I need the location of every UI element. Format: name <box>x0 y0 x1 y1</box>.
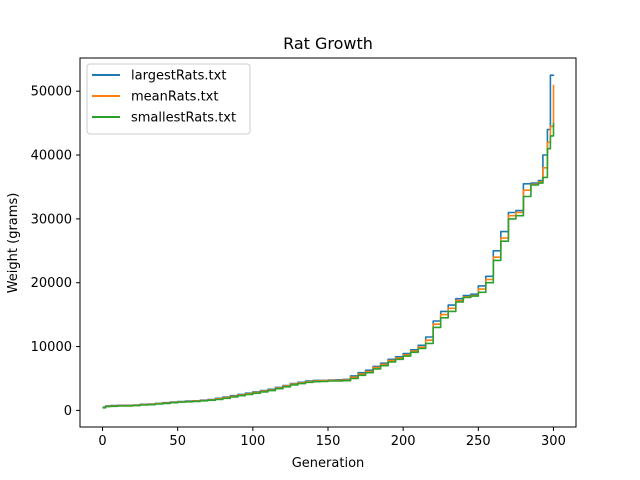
legend-frame <box>86 63 251 135</box>
x-axis: 0 50 100 150 200 250 300 <box>98 427 566 449</box>
y-axis: 0 10000 20000 30000 40000 50000 <box>31 85 80 419</box>
legend-label-3: smallestRats.txt <box>131 111 236 126</box>
x-tick-label: 0 <box>98 434 106 449</box>
y-tick-label: 30000 <box>31 212 72 227</box>
x-tick-label: 100 <box>240 434 265 449</box>
legend-label-1: largestRats.txt <box>131 69 226 84</box>
series-line-3 <box>102 123 555 409</box>
series-layer <box>102 74 555 409</box>
y-tick-label: 0 <box>64 404 72 419</box>
legend-label-2: meanRats.txt <box>131 90 218 105</box>
x-tick-label: 300 <box>541 434 566 449</box>
chart-title: Rat Growth <box>283 34 373 53</box>
x-tick-label: 200 <box>391 434 416 449</box>
y-tick-label: 40000 <box>31 149 72 164</box>
y-tick-label: 20000 <box>31 276 72 291</box>
y-tick-label: 50000 <box>31 85 72 100</box>
y-axis-label: Weight (grams) <box>6 193 21 294</box>
x-tick-label: 50 <box>169 434 186 449</box>
x-tick-label: 250 <box>466 434 491 449</box>
y-tick-label: 10000 <box>31 340 72 355</box>
x-axis-label: Generation <box>292 456 365 471</box>
x-tick-label: 150 <box>316 434 341 449</box>
legend: largestRats.txt meanRats.txt smallestRats.… <box>86 63 251 135</box>
